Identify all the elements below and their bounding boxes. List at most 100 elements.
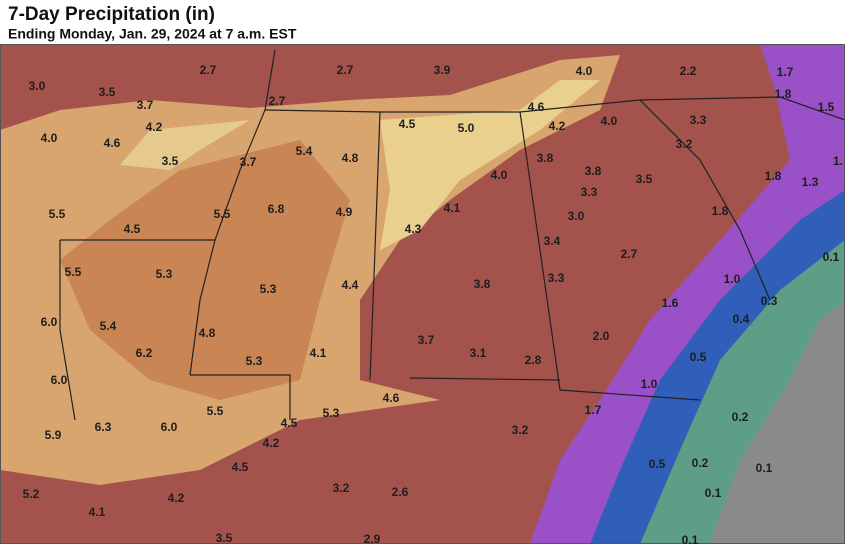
precip-label: 4.0 — [491, 168, 508, 182]
precip-label: 1.8 — [765, 169, 782, 183]
precip-label: 5.9 — [45, 428, 62, 442]
state-border — [639, 99, 771, 301]
precip-label: 3.8 — [585, 164, 602, 178]
precip-label: 5.0 — [458, 121, 475, 135]
precip-label: 3.5 — [636, 172, 653, 186]
precip-label: 4.2 — [549, 119, 566, 133]
precip-label: 1.0 — [641, 377, 658, 391]
state-border — [369, 111, 381, 381]
precip-label: 0.5 — [690, 350, 707, 364]
precip-label: 3.0 — [568, 209, 585, 223]
precip-label: 4.2 — [263, 436, 280, 450]
precip-label: 0.3 — [761, 294, 778, 308]
precip-label: 1. — [833, 154, 843, 168]
precip-label: 2.7 — [200, 63, 217, 77]
precip-label: 3.2 — [676, 137, 693, 151]
band-grey — [710, 300, 845, 544]
state-border — [59, 240, 76, 421]
precip-label: 3.0 — [29, 79, 46, 93]
precip-label: 1.7 — [585, 403, 602, 417]
precip-label: 5.4 — [296, 144, 313, 158]
precip-label: 5.3 — [260, 282, 277, 296]
title: 7-Day Precipitation (in) — [8, 4, 215, 25]
precip-label: 4.6 — [383, 391, 400, 405]
precip-label: 2.2 — [680, 64, 697, 78]
precip-label: 3.3 — [690, 113, 707, 127]
river-border — [189, 49, 276, 376]
band-yellow — [380, 80, 600, 250]
precip-label: 2.7 — [621, 247, 638, 261]
precip-label: 3.1 — [470, 346, 487, 360]
precip-label: 6.0 — [41, 315, 58, 329]
precip-label: 0.2 — [732, 410, 749, 424]
precip-label: 4.1 — [444, 201, 461, 215]
precip-label: 5.5 — [207, 404, 224, 418]
precip-label: 3.3 — [548, 271, 565, 285]
precip-label: 4.0 — [601, 114, 618, 128]
precip-label: 4.5 — [124, 222, 141, 236]
precip-label: 4.5 — [281, 416, 298, 430]
precip-label: 4.8 — [342, 151, 359, 165]
precip-label: 0.5 — [649, 457, 666, 471]
precip-label: 6.0 — [51, 373, 68, 387]
precip-label: 3.7 — [240, 155, 257, 169]
precip-label: 4.6 — [104, 136, 121, 150]
state-border — [409, 377, 561, 381]
precip-label: 4.0 — [576, 64, 593, 78]
precip-label: 3.2 — [333, 481, 350, 495]
precip-label: 4.4 — [342, 278, 359, 292]
precip-label: 1.8 — [775, 87, 792, 101]
precip-label: 0.1 — [756, 461, 773, 475]
precip-label: 1.8 — [712, 204, 729, 218]
precip-label: 4.8 — [199, 326, 216, 340]
subtitle: Ending Monday, Jan. 29, 2024 at 7 a.m. E… — [8, 26, 297, 42]
precip-label: 6.2 — [136, 346, 153, 360]
precip-label: 3.5 — [216, 531, 233, 544]
precip-label: 3.2 — [512, 423, 529, 437]
precip-label: 4.6 — [528, 100, 545, 114]
precip-label: 2.6 — [392, 485, 409, 499]
precip-label: 4.5 — [232, 460, 249, 474]
band-orange — [60, 140, 350, 400]
precip-label: 4.9 — [336, 205, 353, 219]
label-layer: 3.0 3.52.7 2.7 3.9 4.0 2.2 1.71.81.53.7 2.74.2 4… — [23, 63, 843, 544]
precip-label: 4.1 — [310, 346, 327, 360]
precip-label: 1.6 — [662, 296, 679, 310]
precip-label: 5.5 — [65, 265, 82, 279]
precip-label: 4.2 — [168, 491, 185, 505]
precip-label: 1.3 — [802, 175, 819, 189]
precip-label: 0.1 — [705, 486, 722, 500]
precip-label: 2.7 — [269, 94, 286, 108]
state-border — [519, 111, 701, 401]
precip-label: 5.3 — [323, 406, 340, 420]
precip-label: 4.3 — [405, 222, 422, 236]
precip-label: 3.4 — [544, 234, 561, 248]
precip-label: 5.5 — [49, 207, 66, 221]
precip-label: 5.3 — [156, 267, 173, 281]
precip-label: 0.1 — [823, 250, 840, 264]
precip-label: 5.2 — [23, 487, 40, 501]
precip-label: 3.7 — [137, 98, 154, 112]
precip-label: 3.7 — [418, 333, 435, 347]
precip-label: 1.0 — [724, 272, 741, 286]
precip-label: 3.3 — [581, 185, 598, 199]
precip-label: 1.7 — [777, 65, 794, 79]
precip-label: 5.3 — [246, 354, 263, 368]
precip-label: 3.8 — [537, 151, 554, 165]
state-border — [264, 96, 845, 121]
precip-label: 3.5 — [99, 85, 116, 99]
precip-label: 4.2 — [146, 120, 163, 134]
precip-label: 4.5 — [399, 117, 416, 131]
map-area — [0, 44, 845, 544]
precip-label: 3.9 — [434, 63, 451, 77]
precip-label: 0.1 — [682, 533, 699, 544]
precip-label: 4.1 — [89, 505, 106, 519]
precip-label: 3.8 — [474, 277, 491, 291]
precip-label: 0.2 — [692, 456, 709, 470]
precip-label: 0.4 — [733, 312, 750, 326]
precip-label: 6.3 — [95, 420, 112, 434]
precip-label: 2.0 — [593, 329, 610, 343]
precip-label: 3.5 — [162, 154, 179, 168]
precip-label: 6.0 — [161, 420, 178, 434]
